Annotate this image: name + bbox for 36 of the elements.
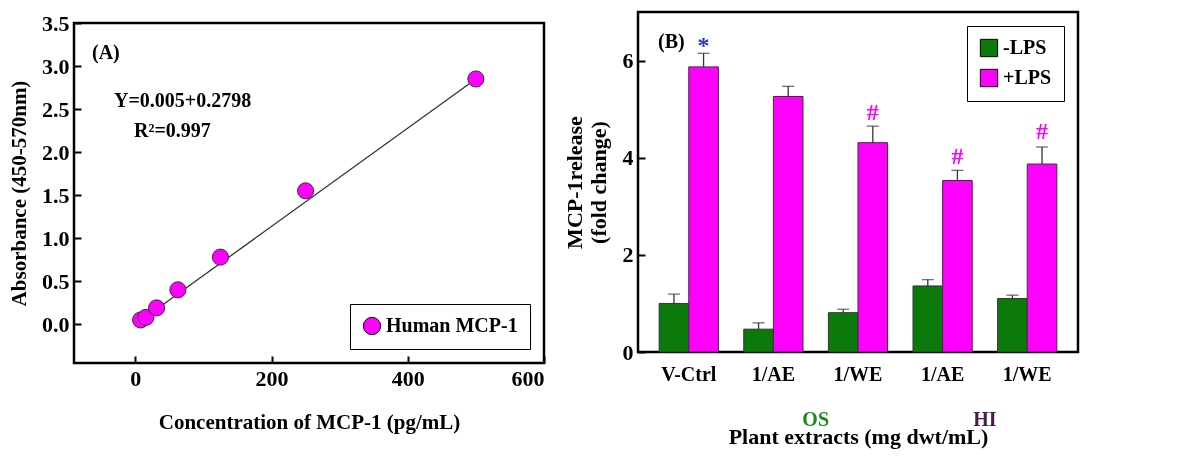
x-tick-label: 600 <box>511 365 545 391</box>
x-tick-label: V-Ctrl <box>661 362 717 385</box>
text: HI <box>973 408 997 430</box>
y-tick-label: 3.5 <box>42 10 70 36</box>
y-tick-label: 4 <box>622 145 634 171</box>
y-tick-label: 0.5 <box>42 268 70 294</box>
legend-label: Human MCP-1 <box>386 314 518 336</box>
y-tick-label: 2 <box>622 242 634 268</box>
x-tick-label: 200 <box>255 365 289 391</box>
y-tick-label: 1.0 <box>42 225 70 251</box>
y-tick-label: 1.5 <box>42 182 70 208</box>
x-tick-label: 1/AE <box>920 362 965 385</box>
annotation: # <box>1036 118 1049 145</box>
y-tick-label: 2.0 <box>42 139 70 165</box>
annotation: R²=0.997 <box>134 119 211 141</box>
y-tick-label: 2.5 <box>42 96 70 122</box>
y-tick-label: 0.0 <box>42 311 70 337</box>
y-axis-title: Absorbance (450-570nm) <box>7 80 31 307</box>
x-tick-label: 1/WE <box>1002 362 1052 385</box>
annotation: # <box>951 142 964 169</box>
x-tick-label: 0 <box>130 365 142 391</box>
y-axis-title: MCP-1release (fold change) <box>561 115 611 249</box>
legend-label: +LPS <box>1003 66 1052 88</box>
y-tick-label: 6 <box>622 48 634 74</box>
x-tick-label: 1/AE <box>751 362 796 385</box>
annotation: (A) <box>92 41 120 64</box>
annotation: * <box>697 32 710 58</box>
y-tick-label: 3.0 <box>42 53 70 79</box>
x-axis-title: Concentration of MCP-1 (pg/mL) <box>158 409 461 434</box>
annotation: Y=0.005+0.2798 <box>114 89 252 111</box>
x-tick-label: 400 <box>391 365 425 391</box>
legend-label: -LPS <box>1003 36 1047 58</box>
x-tick-label: 1/WE <box>833 362 883 385</box>
annotation: (B) <box>658 30 685 53</box>
annotation: # <box>866 98 879 125</box>
y-tick-label: 0 <box>622 339 634 365</box>
